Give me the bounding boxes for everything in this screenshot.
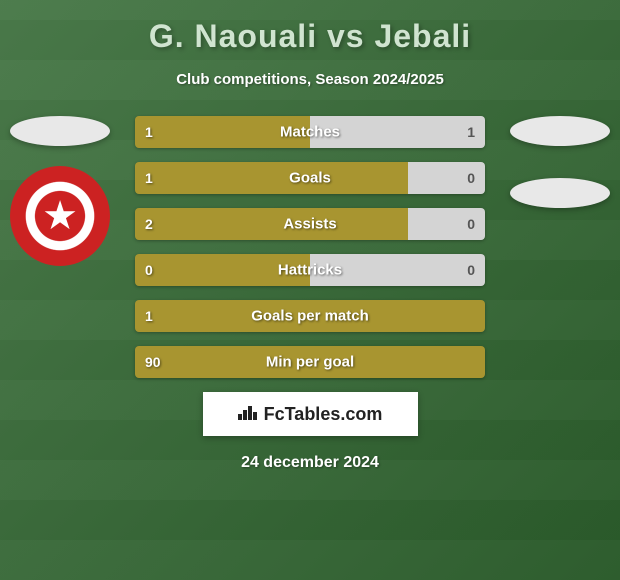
comparison-title: G. Naouali vs Jebali — [0, 0, 620, 55]
footer-brand-text: FcTables.com — [264, 404, 383, 425]
stat-value-left: 1 — [145, 308, 153, 324]
stat-row: Hattricks 0 0 — [135, 254, 485, 286]
comparison-content: Matches11Goals10Assists20Hattricks00Goal… — [0, 116, 620, 472]
stat-value-left: 1 — [145, 124, 153, 140]
stat-value-right: 0 — [467, 170, 475, 186]
stat-bars: Matches11Goals10Assists20Hattricks00Goal… — [135, 116, 485, 378]
chart-icon — [238, 404, 258, 425]
stat-row: Assists 2 0 — [135, 208, 485, 240]
stat-label: Goals — [289, 170, 331, 187]
comparison-date: 24 december 2024 — [0, 454, 620, 472]
stat-row: Goals per match 1 — [135, 300, 485, 332]
stat-label: Goals per match — [251, 308, 369, 325]
stat-value-right: 1 — [467, 124, 475, 140]
stat-bar-left — [135, 162, 408, 194]
stat-row: Goals 1 0 — [135, 162, 485, 194]
club-logo-left — [10, 166, 110, 266]
stat-label: Matches — [280, 124, 340, 141]
player-right-badge — [510, 116, 610, 146]
stat-value-left: 1 — [145, 170, 153, 186]
stat-value-left: 2 — [145, 216, 153, 232]
comparison-subtitle: Club competitions, Season 2024/2025 — [0, 71, 620, 88]
stat-value-left: 90 — [145, 354, 161, 370]
stat-value-right: 0 — [467, 262, 475, 278]
stat-row: Min per goal 90 — [135, 346, 485, 378]
stat-value-left: 0 — [145, 262, 153, 278]
stat-label: Assists — [283, 216, 336, 233]
stat-value-right: 0 — [467, 216, 475, 232]
club-logo-right — [510, 178, 610, 208]
player-left-badge — [10, 116, 110, 146]
stat-bar-left — [135, 208, 408, 240]
stat-label: Min per goal — [266, 354, 354, 371]
footer-brand-badge: FcTables.com — [203, 392, 418, 436]
stat-row: Matches 1 1 — [135, 116, 485, 148]
stat-label: Hattricks — [278, 262, 342, 279]
